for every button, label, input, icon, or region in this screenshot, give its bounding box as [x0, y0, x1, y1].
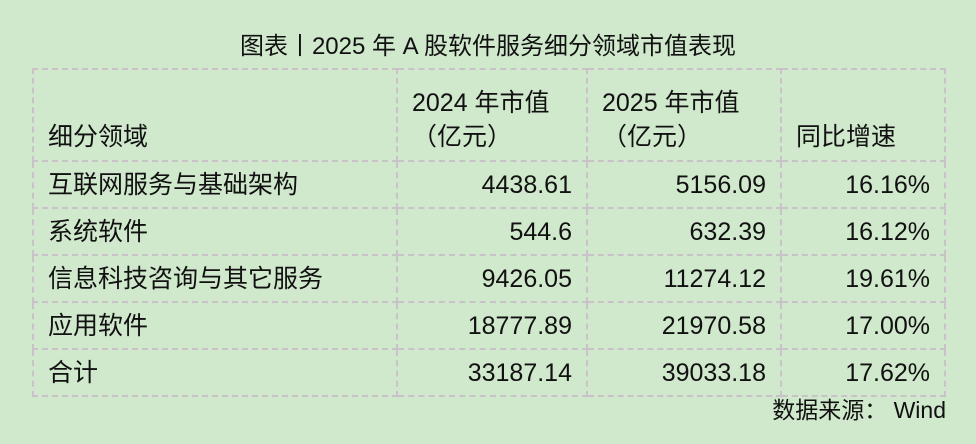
- table-cell: 9426.05: [396, 254, 588, 303]
- table-row: 应用软件 18777.89 21970.58 17.00%: [32, 301, 946, 350]
- header-row: 细分领域 2024 年市值（亿元） 2025 年市值（亿元） 同比增速: [32, 68, 946, 162]
- table-title: 图表丨2025 年 A 股软件服务细分领域市值表现: [239, 33, 737, 60]
- column-header: 细分领域: [32, 68, 398, 162]
- table-cell: 632.39: [586, 207, 782, 256]
- table-cell: 合计: [32, 348, 398, 397]
- table-row: 信息科技咨询与其它服务 9426.05 11274.12 19.61%: [32, 254, 946, 303]
- table-row: 互联网服务与基础架构 4438.61 5156.09 16.16%: [32, 160, 946, 209]
- table-cell: 16.12%: [780, 207, 946, 256]
- table-cell: 信息科技咨询与其它服务: [32, 254, 398, 303]
- table-cell: 21970.58: [586, 301, 782, 350]
- column-header: 同比增速: [780, 68, 946, 162]
- table-cell: 互联网服务与基础架构: [32, 160, 398, 209]
- source-note: 数据来源： Wind: [772, 397, 946, 423]
- table-cell: 11274.12: [586, 254, 782, 303]
- table-cell: 19.61%: [780, 254, 946, 303]
- table-cell: 17.00%: [780, 301, 946, 350]
- table-cell: 5156.09: [586, 160, 782, 209]
- table-cell: 16.16%: [780, 160, 946, 209]
- column-header: 2025 年市值（亿元）: [586, 68, 782, 162]
- table-cell: 系统软件: [32, 207, 398, 256]
- table-cell: 17.62%: [780, 348, 946, 397]
- table-cell: 4438.61: [396, 160, 588, 209]
- table-row: 合计 33187.14 39033.18 17.62%: [32, 348, 946, 397]
- column-header: 2024 年市值（亿元）: [396, 68, 588, 162]
- table-cell: 应用软件: [32, 301, 398, 350]
- table-cell: 33187.14: [396, 348, 588, 397]
- table-row: 系统软件 544.6 632.39 16.12%: [32, 207, 946, 256]
- table-cell: 18777.89: [396, 301, 588, 350]
- table-cell: 39033.18: [586, 348, 782, 397]
- table-cell: 544.6: [396, 207, 588, 256]
- market-cap-table: 细分领域 2024 年市值（亿元） 2025 年市值（亿元） 同比增速 互联网服务与基础…: [32, 68, 946, 397]
